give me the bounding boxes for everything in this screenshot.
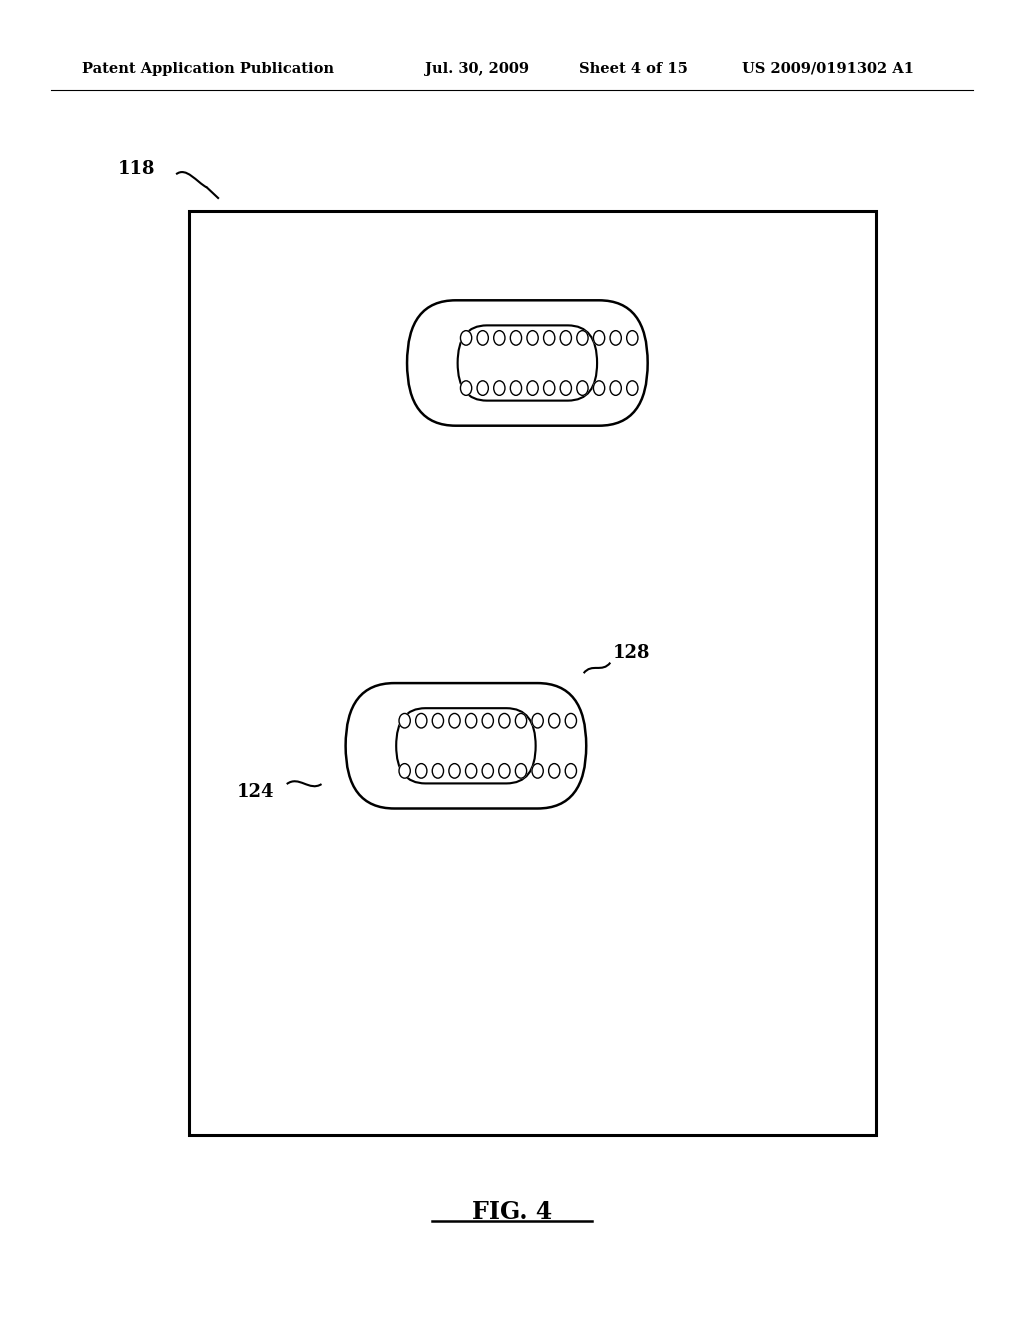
Circle shape <box>627 380 638 396</box>
Circle shape <box>499 713 510 729</box>
Circle shape <box>544 380 555 396</box>
Circle shape <box>416 763 427 779</box>
Circle shape <box>610 380 622 396</box>
Circle shape <box>499 763 510 779</box>
Circle shape <box>432 713 443 729</box>
Circle shape <box>510 330 521 346</box>
Circle shape <box>461 330 472 346</box>
Circle shape <box>515 763 526 779</box>
Circle shape <box>477 380 488 396</box>
Circle shape <box>544 330 555 346</box>
Circle shape <box>399 713 411 729</box>
Circle shape <box>515 713 526 729</box>
Text: 124: 124 <box>237 783 274 801</box>
Circle shape <box>610 330 622 346</box>
Circle shape <box>560 380 571 396</box>
Circle shape <box>482 713 494 729</box>
Circle shape <box>565 713 577 729</box>
Text: 128: 128 <box>612 644 650 663</box>
Circle shape <box>482 763 494 779</box>
Text: Patent Application Publication: Patent Application Publication <box>82 62 334 75</box>
Circle shape <box>627 330 638 346</box>
Circle shape <box>399 763 411 779</box>
Circle shape <box>527 380 539 396</box>
Circle shape <box>449 763 460 779</box>
Circle shape <box>449 713 460 729</box>
Circle shape <box>466 763 477 779</box>
Circle shape <box>466 713 477 729</box>
Circle shape <box>577 330 588 346</box>
Circle shape <box>532 713 544 729</box>
Circle shape <box>594 380 605 396</box>
Circle shape <box>565 763 577 779</box>
Circle shape <box>510 380 521 396</box>
Circle shape <box>432 763 443 779</box>
Circle shape <box>461 380 472 396</box>
Circle shape <box>527 330 539 346</box>
Circle shape <box>577 380 588 396</box>
Bar <box>189 211 876 1135</box>
FancyBboxPatch shape <box>408 301 648 425</box>
FancyBboxPatch shape <box>396 708 536 783</box>
FancyBboxPatch shape <box>458 325 597 401</box>
Circle shape <box>560 330 571 346</box>
Circle shape <box>477 330 488 346</box>
Circle shape <box>549 713 560 729</box>
Circle shape <box>494 330 505 346</box>
Circle shape <box>416 713 427 729</box>
Circle shape <box>549 763 560 779</box>
Text: FIG. 4: FIG. 4 <box>472 1200 552 1224</box>
FancyBboxPatch shape <box>346 682 586 808</box>
Text: 118: 118 <box>118 160 156 178</box>
Text: Jul. 30, 2009: Jul. 30, 2009 <box>425 62 529 75</box>
Text: Sheet 4 of 15: Sheet 4 of 15 <box>579 62 687 75</box>
Text: US 2009/0191302 A1: US 2009/0191302 A1 <box>742 62 914 75</box>
Circle shape <box>532 763 544 779</box>
Circle shape <box>594 330 605 346</box>
Circle shape <box>494 380 505 396</box>
